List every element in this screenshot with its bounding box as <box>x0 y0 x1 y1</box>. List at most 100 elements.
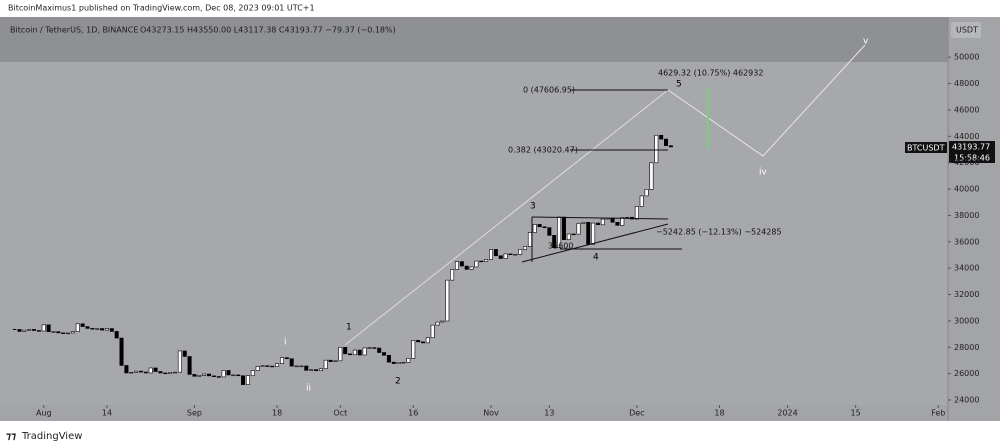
candle <box>484 259 489 262</box>
candle <box>664 138 669 146</box>
fib-label: 0 (47606.95) <box>523 86 575 95</box>
candle <box>547 227 552 236</box>
measure-label: 4629.32 (10.75%) 462932 <box>658 69 763 78</box>
candle <box>474 260 479 268</box>
candle <box>542 226 547 228</box>
candle <box>207 373 212 377</box>
candle <box>518 249 523 255</box>
candle <box>260 365 265 367</box>
candle <box>532 224 537 233</box>
candle <box>51 331 56 333</box>
candle <box>304 365 309 371</box>
wave-label: 5 <box>676 80 682 90</box>
candle <box>362 347 367 356</box>
candle <box>255 366 260 371</box>
x-tick-label: 14 <box>102 409 112 418</box>
tag-countdown: 15:58:46 <box>954 154 990 163</box>
fib-label: 0.382 (43020.47) <box>508 146 578 155</box>
candle <box>440 320 445 323</box>
candle <box>90 328 95 330</box>
candle <box>177 350 182 373</box>
candle <box>61 332 66 334</box>
y-tick-label: 24000 <box>954 395 979 404</box>
candle <box>396 361 401 364</box>
candle <box>250 370 255 377</box>
candle <box>420 341 425 344</box>
candle <box>299 365 304 368</box>
candle <box>586 221 591 245</box>
candle <box>644 189 649 197</box>
measure-label: −5242.85 (−12.13%) −524285 <box>656 228 782 237</box>
x-tick-label: 2024 <box>777 409 797 418</box>
price-axis-bg <box>948 17 1000 405</box>
candle <box>66 332 71 335</box>
candle <box>129 372 134 374</box>
candle <box>595 222 600 226</box>
candle <box>309 369 314 371</box>
brand: TradingView <box>21 431 82 442</box>
candle <box>265 365 270 367</box>
candle <box>124 365 129 374</box>
x-tick-label: Nov <box>483 409 499 418</box>
candle <box>41 324 46 332</box>
wave-label: 3 <box>530 202 536 212</box>
candle <box>85 326 90 329</box>
candle <box>411 340 416 359</box>
wave-label: 2 <box>395 377 401 387</box>
y-tick-label: 50000 <box>954 53 979 62</box>
candle <box>95 328 100 330</box>
y-tick-label: 44000 <box>954 132 979 141</box>
candle <box>416 340 421 343</box>
candle <box>489 249 494 260</box>
y-tick-label: 32000 <box>954 290 979 299</box>
candle <box>343 347 348 355</box>
candle <box>367 347 372 349</box>
candle <box>668 145 673 148</box>
candle <box>634 206 639 220</box>
candle <box>615 221 620 226</box>
x-tick-label: Aug <box>36 409 52 418</box>
candle <box>503 253 508 259</box>
x-tick-label: Sep <box>187 409 202 418</box>
candle <box>357 349 362 356</box>
x-tick-label: 18 <box>714 409 724 418</box>
wave-label: 1 <box>346 323 352 333</box>
candle <box>493 249 498 257</box>
x-tick-label: Oct <box>333 409 347 418</box>
candle <box>425 337 430 344</box>
candle <box>313 369 318 372</box>
y-tick-label: 28000 <box>954 343 979 352</box>
wave-label: ii <box>306 384 311 394</box>
candle <box>192 374 197 377</box>
candle <box>211 375 216 377</box>
tag-symbol-bg <box>905 142 947 153</box>
x-tick-label: 18 <box>272 409 282 418</box>
candle <box>27 329 32 331</box>
candle <box>70 331 75 334</box>
candle <box>202 373 207 376</box>
candle <box>406 358 411 363</box>
candle <box>328 359 333 362</box>
y-tick-label: 48000 <box>954 79 979 88</box>
y-tick-label: 42000 <box>954 158 979 167</box>
candle <box>80 323 85 327</box>
x-tick-label: Dec <box>629 409 644 418</box>
candle <box>168 372 173 374</box>
candle <box>620 217 625 226</box>
candle <box>197 375 202 377</box>
candle <box>187 356 192 375</box>
candle <box>275 363 280 367</box>
candle <box>464 265 469 270</box>
candle <box>231 374 236 377</box>
candle <box>377 347 382 353</box>
candle <box>523 246 528 250</box>
candle <box>372 347 377 349</box>
candle <box>450 269 455 281</box>
candle <box>401 361 406 364</box>
candle <box>459 261 464 267</box>
candle <box>639 195 644 207</box>
projection <box>667 44 866 157</box>
candle <box>513 254 518 256</box>
candle <box>241 375 246 385</box>
